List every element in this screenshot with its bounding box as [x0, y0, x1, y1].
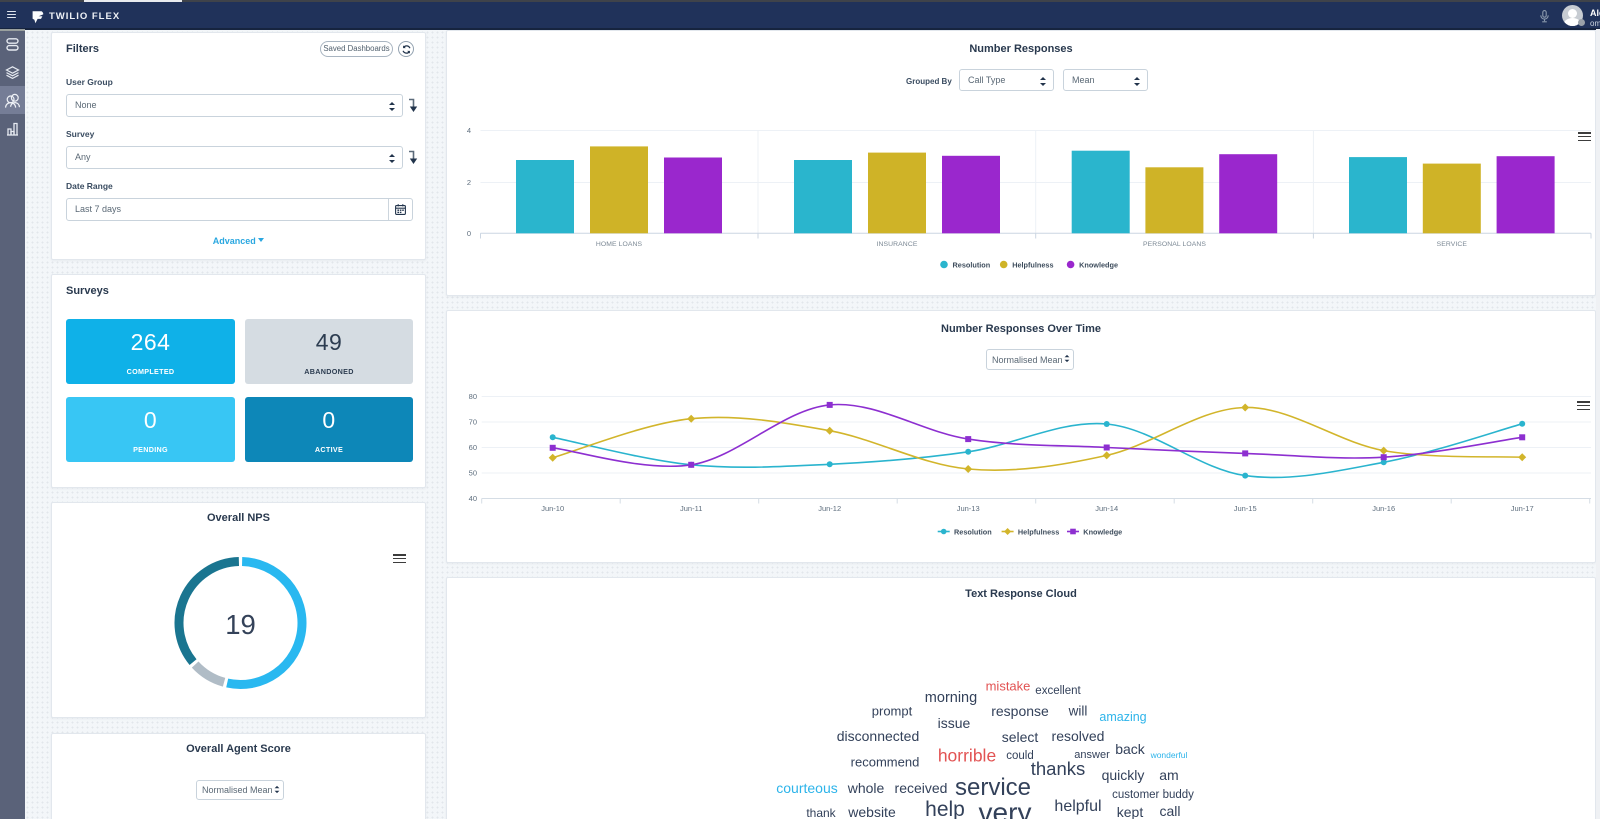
svg-text:HOME LOANS: HOME LOANS: [596, 241, 643, 248]
svg-text:Jun-17: Jun-17: [1511, 504, 1534, 513]
svg-text:70: 70: [469, 418, 477, 427]
svg-text:50: 50: [469, 469, 477, 478]
svg-text:19: 19: [225, 609, 256, 640]
svg-text:PERSONAL LOANS: PERSONAL LOANS: [1143, 241, 1206, 248]
svg-text:Jun-15: Jun-15: [1234, 504, 1257, 513]
svg-text:60: 60: [469, 443, 477, 452]
svg-text:Jun-16: Jun-16: [1372, 504, 1395, 513]
svg-text:INSURANCE: INSURANCE: [877, 241, 918, 248]
svg-text:4: 4: [467, 126, 471, 135]
svg-text:0: 0: [467, 229, 471, 238]
svg-text:SERVICE: SERVICE: [1437, 241, 1468, 248]
svg-text:2: 2: [467, 178, 471, 187]
svg-text:Knowledge: Knowledge: [1083, 527, 1122, 536]
svg-text:Resolution: Resolution: [953, 260, 991, 269]
svg-text:Knowledge: Knowledge: [1079, 260, 1118, 269]
svg-text:Jun-14: Jun-14: [1095, 504, 1118, 513]
svg-text:80: 80: [469, 392, 477, 401]
svg-text:Jun-13: Jun-13: [957, 504, 980, 513]
svg-text:Helpfulness: Helpfulness: [1018, 527, 1059, 536]
svg-text:Jun-10: Jun-10: [541, 504, 564, 513]
svg-text:Helpfulness: Helpfulness: [1012, 260, 1053, 269]
svg-text:Jun-11: Jun-11: [680, 504, 702, 513]
svg-text:40: 40: [469, 494, 477, 503]
svg-text:Jun-12: Jun-12: [818, 504, 841, 513]
svg-text:Resolution: Resolution: [954, 527, 992, 536]
